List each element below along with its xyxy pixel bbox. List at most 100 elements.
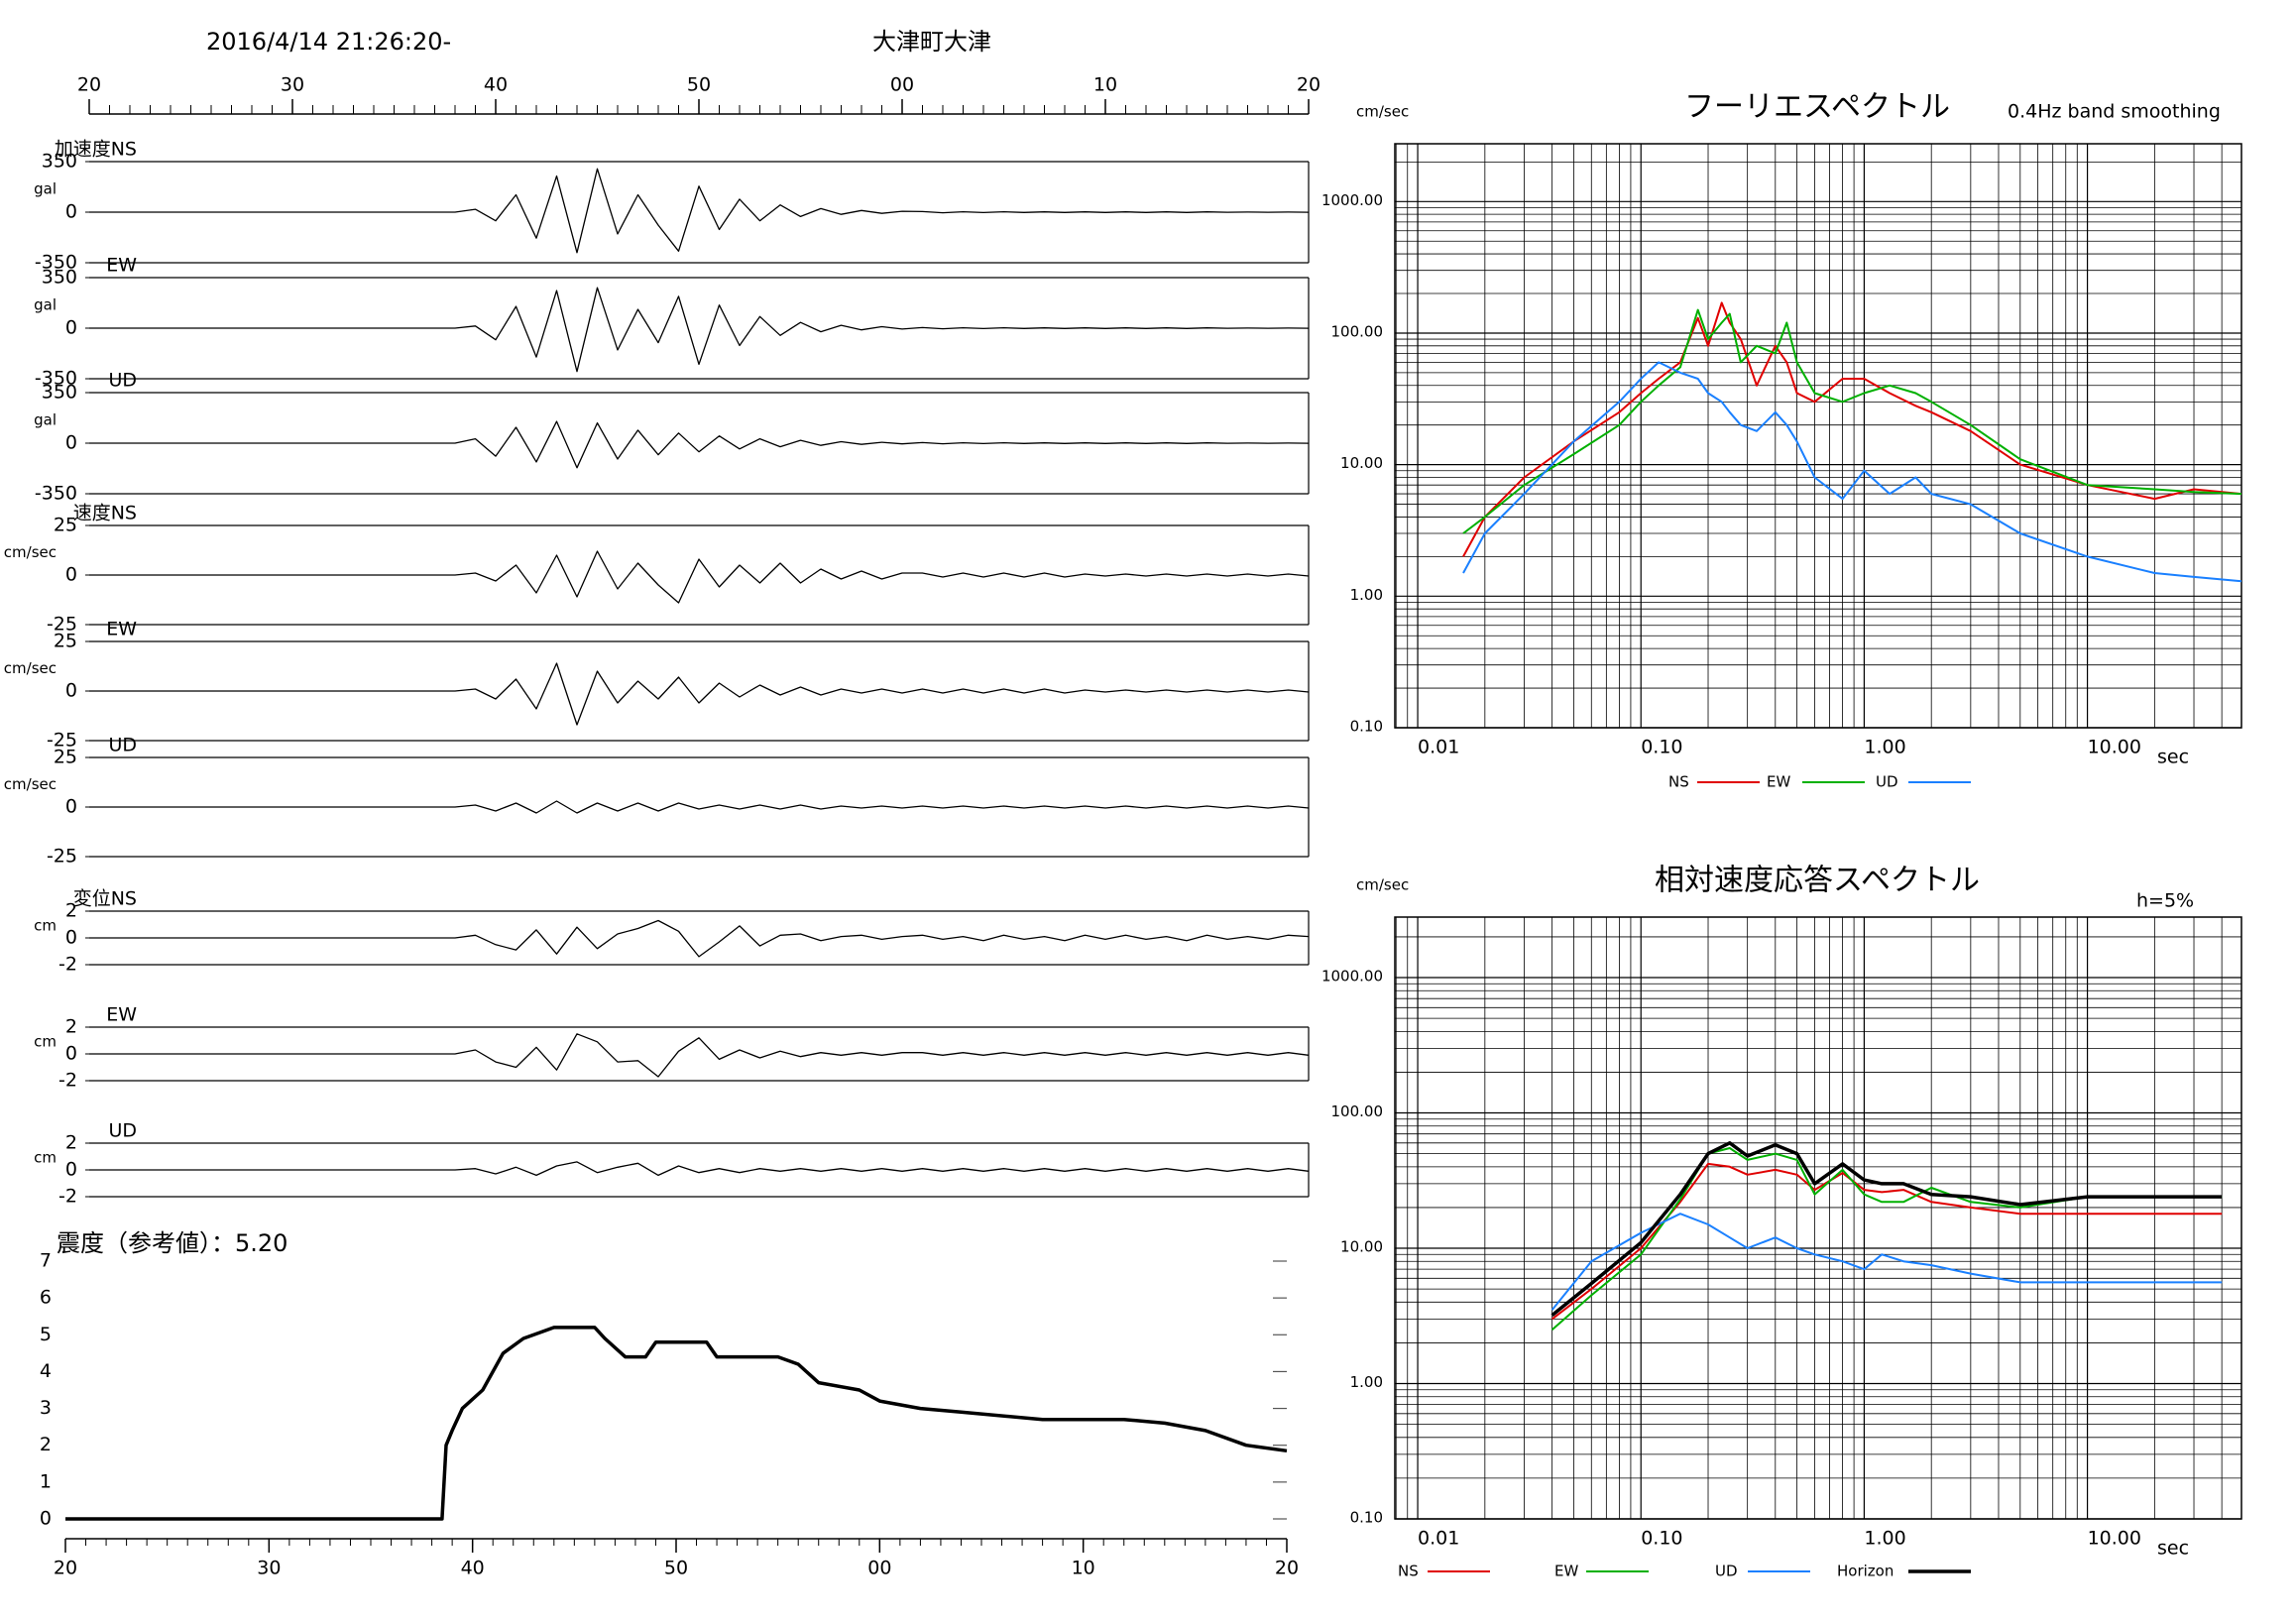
- y-tick-label: 0: [65, 564, 77, 586]
- y-tick-label: -25: [47, 614, 77, 636]
- unit-label: gal: [34, 411, 57, 429]
- unit-label: cm/sec: [4, 775, 57, 793]
- waveform-trace: [89, 1033, 1310, 1078]
- legend-label: EW: [1554, 1563, 1578, 1580]
- spectrum-line: [1550, 1141, 2223, 1317]
- waveform-trace: [89, 550, 1310, 604]
- y-tick-label: 1.00: [1350, 1373, 1383, 1391]
- x-axis-label: sec: [2157, 747, 2189, 768]
- legend-label: NS: [1668, 773, 1689, 791]
- y-tick-label: 1: [40, 1470, 52, 1492]
- y-tick-label: 25: [54, 631, 77, 652]
- panel-label: EW: [106, 255, 137, 277]
- y-tick-label: 2: [65, 1132, 77, 1154]
- x-tick-label: 10.00: [2088, 1528, 2141, 1550]
- unit-label: gal: [34, 180, 57, 198]
- y-tick-label: 1000.00: [1321, 968, 1383, 985]
- spectrum-line: [1550, 1147, 2223, 1331]
- legend-label: UD: [1715, 1563, 1738, 1580]
- y-tick-label: 25: [54, 515, 77, 536]
- y-tick-label: 350: [42, 382, 77, 404]
- y-tick-label: 0: [40, 1508, 52, 1530]
- y-tick-label: -2: [58, 1070, 77, 1092]
- legend-label: EW: [1767, 773, 1790, 791]
- x-tick-label: 10: [1093, 74, 1117, 96]
- x-tick-label: 0.01: [1418, 1528, 1459, 1550]
- x-tick-label: 40: [484, 74, 508, 96]
- x-tick-label: 00: [867, 1558, 891, 1579]
- y-tick-label: -350: [35, 252, 77, 274]
- panel-label: 変位NS: [73, 888, 137, 910]
- y-tick-label: 10.00: [1340, 1238, 1383, 1256]
- waveform-trace: [89, 662, 1310, 726]
- y-axis-label: cm/sec: [1356, 103, 1409, 121]
- spectrum-line: [1462, 361, 2242, 583]
- panel-label: UD: [108, 735, 137, 756]
- unit-label: cm: [34, 916, 57, 934]
- y-tick-label: -350: [35, 483, 77, 505]
- station-title: 大津町大津: [872, 28, 991, 56]
- y-tick-label: 5: [40, 1324, 52, 1345]
- y-tick-label: -2: [58, 954, 77, 976]
- plot-border: [1394, 143, 2242, 729]
- record-time: 2016/4/14 21:26:20-: [206, 28, 451, 56]
- x-tick-label: 1.00: [1864, 1528, 1905, 1550]
- x-tick-label: 10.00: [2088, 737, 2141, 758]
- panel-label: EW: [106, 1004, 137, 1026]
- y-tick-label: 0: [65, 432, 77, 454]
- chart-title: 相対速度応答スペクトル: [1655, 864, 1980, 898]
- y-axis-label: cm/sec: [1356, 876, 1409, 894]
- x-tick-label: 50: [664, 1558, 688, 1579]
- y-tick-label: 2: [40, 1434, 52, 1455]
- x-tick-label: 20: [1275, 1558, 1299, 1579]
- panel-label: EW: [106, 619, 137, 640]
- spectrum-line: [1462, 308, 2242, 534]
- unit-label: cm/sec: [4, 543, 57, 561]
- legend-label: NS: [1398, 1563, 1419, 1580]
- y-tick-label: 0: [65, 201, 77, 223]
- spectrum-line: [1462, 301, 2242, 557]
- unit-label: cm/sec: [4, 659, 57, 677]
- y-tick-label: 1000.00: [1321, 191, 1383, 209]
- y-tick-label: -350: [35, 368, 77, 390]
- chart-subtitle: 0.4Hz band smoothing: [2008, 101, 2221, 123]
- x-tick-label: 00: [890, 74, 914, 96]
- spectrum-line: [1550, 1162, 2223, 1321]
- y-tick-label: 0: [65, 1043, 77, 1065]
- panel-label: UD: [108, 370, 137, 392]
- waveform-trace: [89, 287, 1310, 373]
- waveform-trace: [89, 919, 1310, 958]
- plot-border: [1394, 916, 2242, 1520]
- y-tick-label: 350: [42, 267, 77, 289]
- y-tick-label: 0.10: [1350, 1509, 1383, 1527]
- x-tick-label: 20: [77, 74, 101, 96]
- x-tick-label: 0.10: [1641, 737, 1682, 758]
- y-tick-label: 0.10: [1350, 718, 1383, 736]
- panel-label: UD: [108, 1120, 137, 1142]
- x-tick-label: 20: [1297, 74, 1320, 96]
- waveform-trace: [89, 1161, 1310, 1177]
- x-axis-label: sec: [2157, 1538, 2189, 1560]
- y-tick-label: -2: [58, 1186, 77, 1208]
- y-tick-label: 100.00: [1331, 1102, 1384, 1120]
- intensity-line: [65, 1326, 1288, 1521]
- y-tick-label: 3: [40, 1397, 52, 1419]
- y-tick-label: -25: [47, 730, 77, 752]
- x-tick-label: 0.10: [1641, 1528, 1682, 1550]
- x-tick-label: 1.00: [1864, 737, 1905, 758]
- x-tick-label: 0.01: [1418, 737, 1459, 758]
- legend-label: Horizon: [1837, 1563, 1894, 1580]
- y-tick-label: 0: [65, 796, 77, 818]
- unit-label: cm: [34, 1032, 57, 1050]
- y-tick-label: 6: [40, 1287, 52, 1309]
- y-tick-label: 0: [65, 1159, 77, 1181]
- y-tick-label: -25: [47, 846, 77, 868]
- annotation: h=5%: [2136, 890, 2194, 912]
- y-tick-label: 10.00: [1340, 454, 1383, 472]
- waveform-trace: [89, 800, 1310, 814]
- chart-title: フーリエスペクトル: [1684, 90, 1950, 125]
- panel-label: 加速度NS: [55, 139, 137, 161]
- y-tick-label: 4: [40, 1360, 52, 1382]
- x-tick-label: 30: [281, 74, 304, 96]
